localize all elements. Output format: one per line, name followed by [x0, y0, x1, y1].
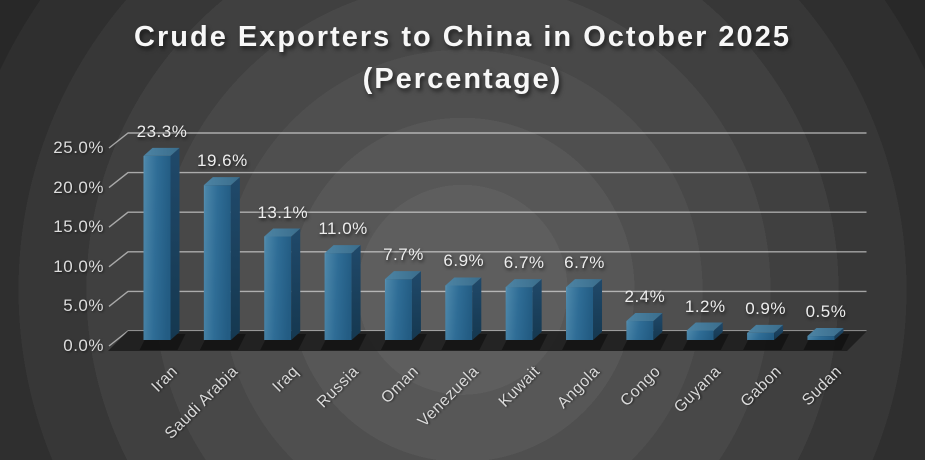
bar-front-saudi-arabia — [203, 185, 231, 340]
bar-side-kuwait — [532, 279, 542, 340]
value-label: 1.2% — [684, 296, 726, 316]
bar-top-gabon — [747, 324, 784, 333]
y-tick-label: 25.0% — [53, 138, 104, 157]
value-label: 2.4% — [624, 287, 666, 307]
gridline-5.0% — [108, 290, 867, 307]
bar-front-gabon — [747, 332, 775, 340]
bar-top-oman — [384, 271, 421, 280]
bar-front-russia — [324, 253, 352, 340]
bar-front-kuwait — [505, 287, 533, 340]
chart-floor — [108, 331, 867, 351]
bar-side-russia — [351, 245, 361, 340]
y-tick-label: 15.0% — [53, 217, 104, 237]
bar-front-venezuela — [445, 285, 473, 340]
value-label: 0.5% — [805, 302, 847, 322]
gridline-25.0% — [108, 132, 867, 149]
bar-front-iraq — [264, 236, 292, 340]
gridline-10.0% — [108, 251, 867, 268]
y-tick-label: 5.0% — [63, 296, 104, 316]
bar-side-iran — [170, 147, 180, 340]
chart-title: Crude Exporters to China in October 2025… — [134, 21, 791, 96]
value-label: 19.6% — [197, 151, 248, 171]
bar-side-angola — [593, 279, 603, 340]
bar-side-venezuela — [472, 277, 482, 340]
bar-side-gabon — [774, 324, 784, 340]
bar-top-saudi-arabia — [203, 177, 240, 186]
gridline-20.0% — [108, 171, 867, 189]
bar-top-venezuela — [445, 277, 482, 286]
bar-front-iran — [143, 155, 171, 340]
bar-front-congo — [626, 321, 654, 340]
bar-side-iraq — [291, 228, 301, 340]
bar-side-oman — [411, 271, 421, 340]
gridline-15.0% — [108, 211, 867, 228]
bar-side-congo — [653, 313, 663, 340]
bar-top-iraq — [264, 228, 301, 237]
bar-front-sudan — [807, 336, 835, 340]
y-tick-label: 20.0% — [53, 177, 104, 197]
value-label: 6.7% — [503, 253, 545, 273]
bar-front-guyana — [686, 330, 714, 340]
bar-top-angola — [566, 279, 603, 288]
value-label: 6.7% — [564, 253, 605, 273]
bar-top-iran — [143, 147, 180, 156]
bar-top-russia — [324, 245, 361, 254]
bar-side-sudan — [834, 328, 844, 340]
bar-side-guyana — [713, 322, 723, 340]
y-tick-label: 0.0% — [63, 336, 104, 355]
bar-top-sudan — [807, 328, 844, 337]
bar-front-oman — [384, 279, 412, 340]
bar-top-guyana — [686, 322, 723, 331]
bar-top-kuwait — [505, 279, 542, 288]
value-label: 13.1% — [257, 202, 309, 222]
value-label: 7.7% — [383, 245, 424, 265]
bar-side-saudi-arabia — [230, 177, 240, 340]
value-label: 11.0% — [318, 219, 368, 239]
y-tick-label: 10.0% — [53, 256, 104, 276]
value-label: 0.9% — [745, 298, 786, 318]
value-label: 23.3% — [136, 121, 188, 141]
bar-front-angola — [566, 287, 594, 340]
value-label: 6.9% — [443, 251, 485, 271]
bar-top-congo — [626, 313, 663, 322]
